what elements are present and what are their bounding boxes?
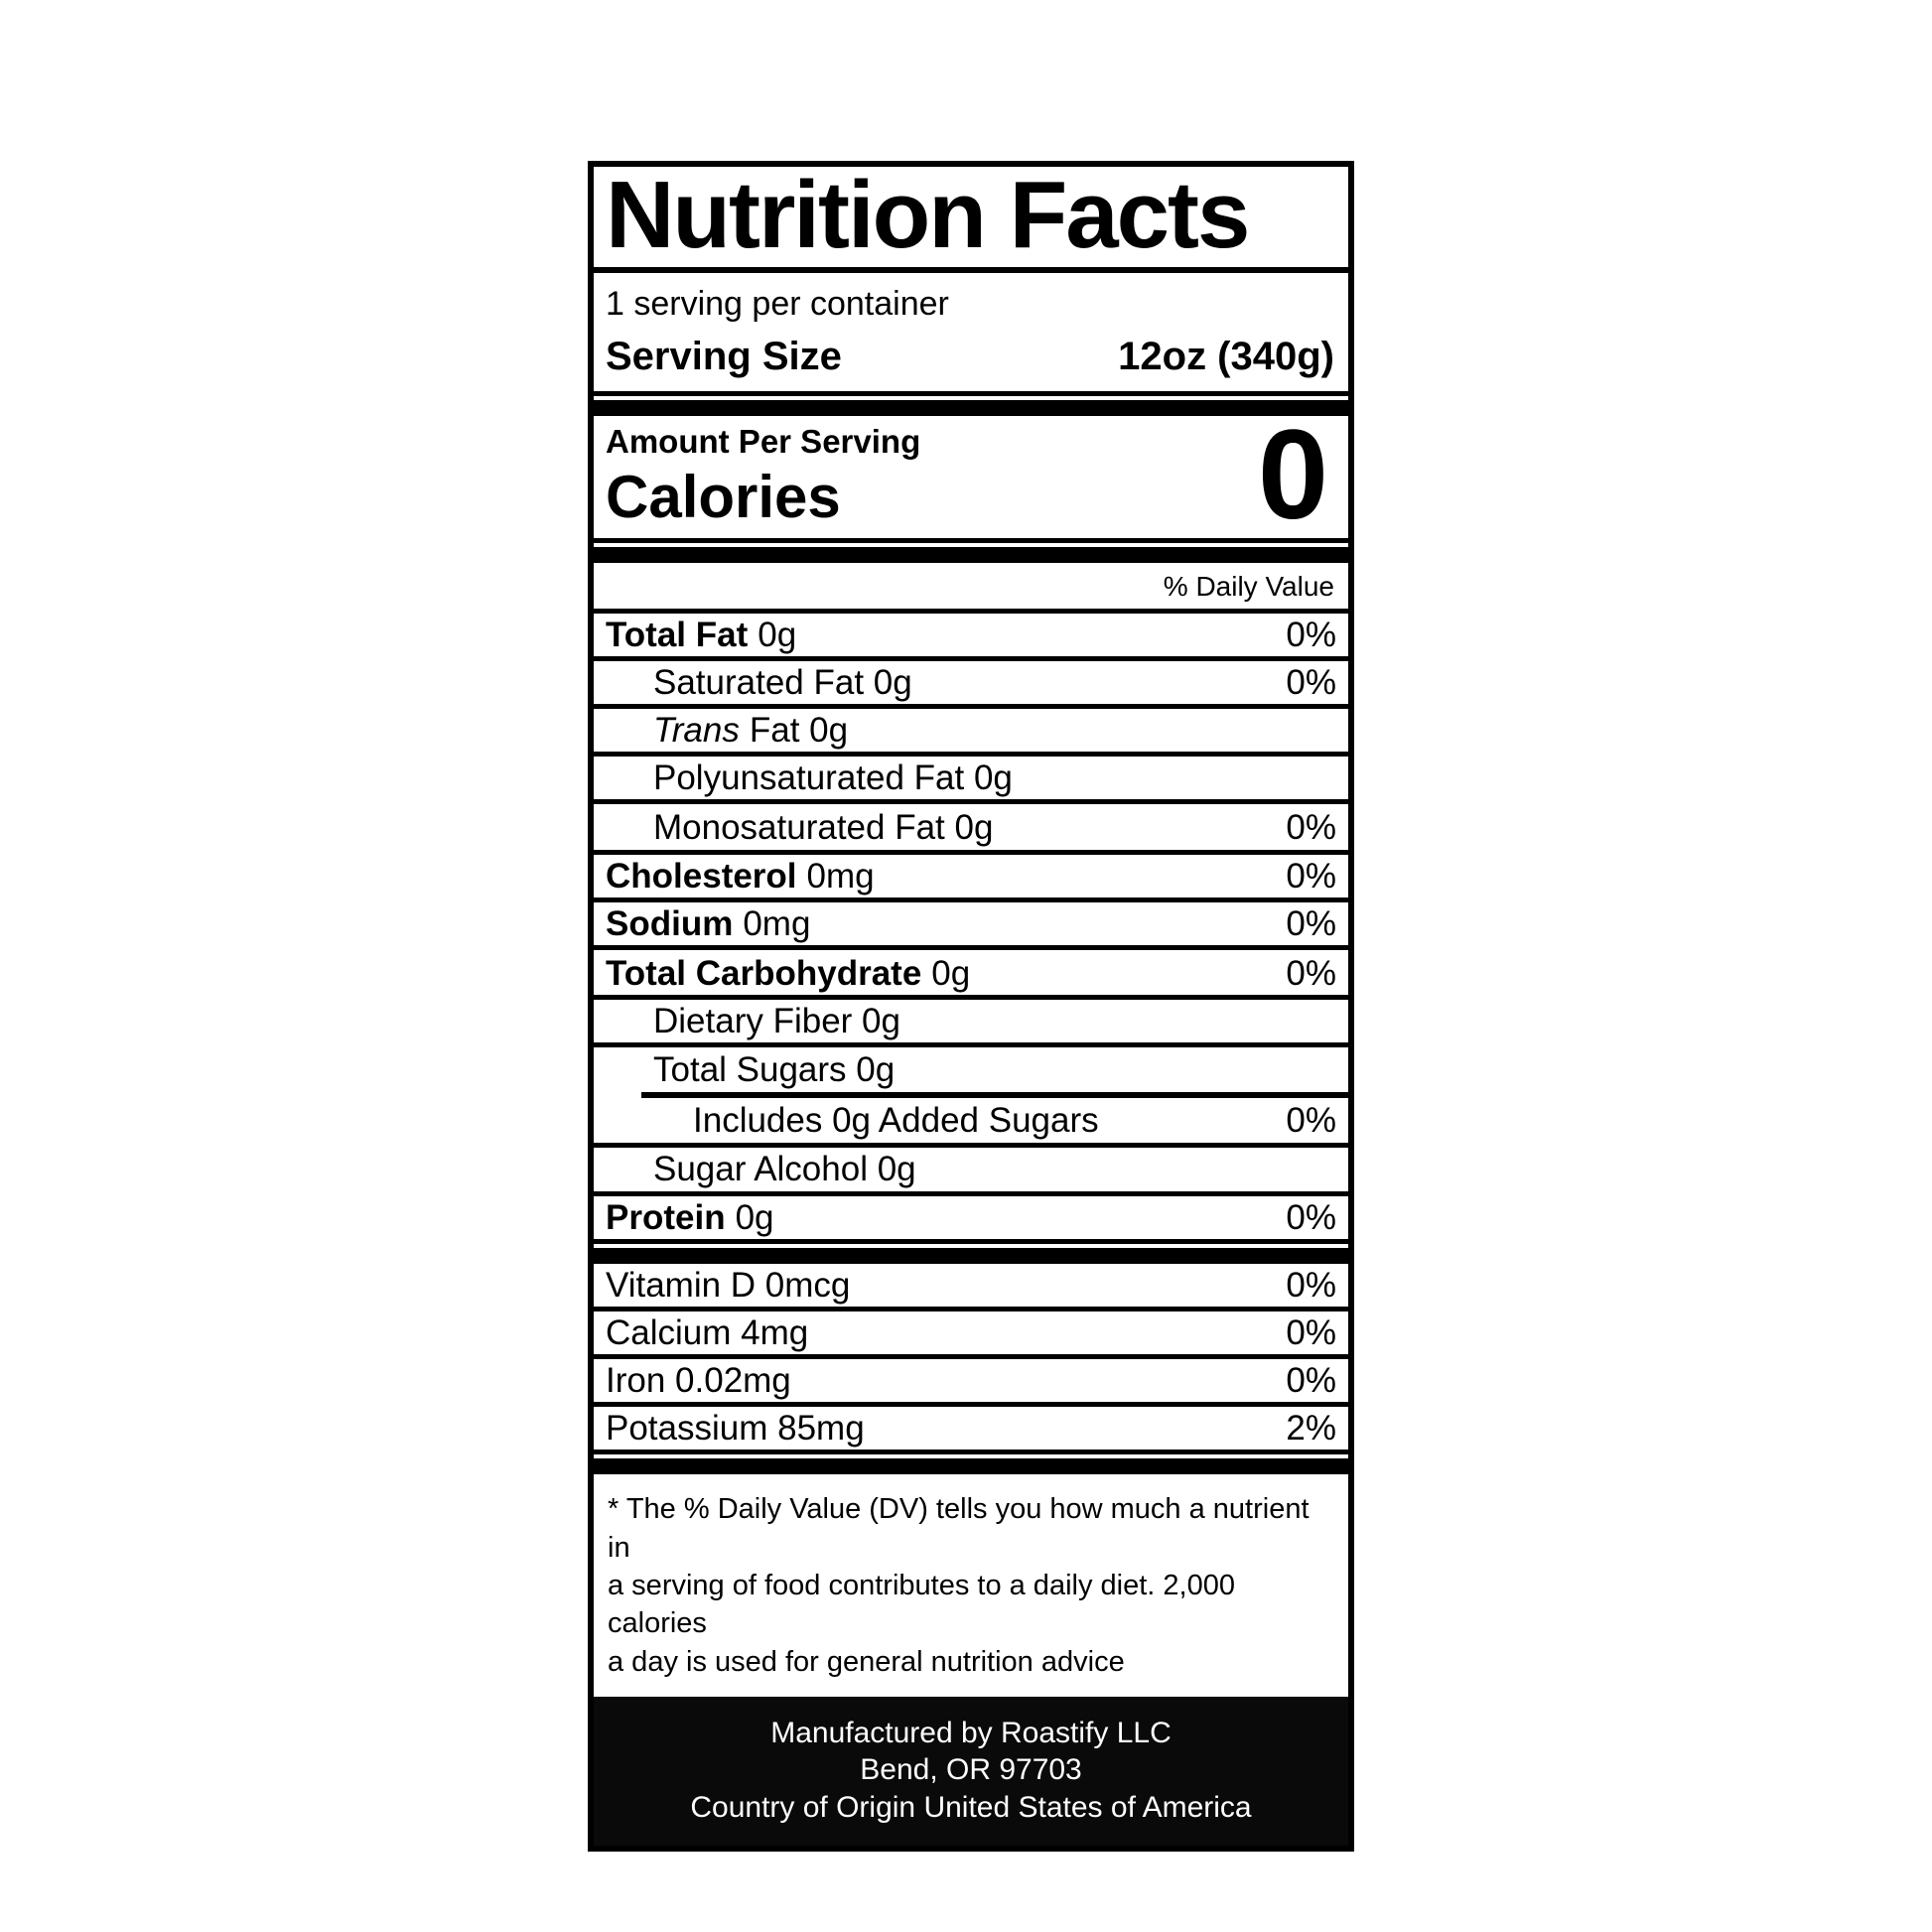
footnote-line: a day is used for general nutrition advi… — [608, 1645, 1125, 1678]
serving-section: 1 serving per container Serving Size 12o… — [594, 273, 1348, 396]
daily-value-percent: 0% — [1286, 1197, 1336, 1237]
nutrient-rows: Total Fat 0g 0% Saturated Fat 0g 0% Trans Fat … — [594, 614, 1348, 1244]
nutrition-facts-title: Nutrition Facts — [606, 162, 1250, 268]
nutrient-name: Iron 0.02mg — [606, 1361, 791, 1400]
nutrient-name-part: Monosaturated Fat 0g — [653, 808, 994, 848]
nutrient-name-part: Calcium 4mg — [606, 1312, 809, 1352]
nutrient-name-part: 0mg — [806, 856, 875, 896]
nutrient-name: Sugar Alcohol 0g — [606, 1150, 916, 1188]
vitamin-row: Vitamin D 0mcg 0% — [594, 1264, 1348, 1311]
daily-value-footnote: * The % Daily Value (DV) tells you how m… — [594, 1474, 1348, 1696]
nutrient-name-part: Saturated Fat 0g — [653, 662, 912, 702]
nutrient-row: Protein 0g 0% — [594, 1196, 1348, 1244]
daily-value-header: % Daily Value — [594, 563, 1348, 614]
amount-per-serving-label: Amount Per Serving — [606, 422, 921, 460]
daily-value-percent: 0% — [1286, 1361, 1336, 1401]
nutrient-row: Monosaturated Fat 0g 0% — [594, 804, 1348, 855]
nutrient-name: Polyunsaturated Fat 0g — [606, 759, 1013, 797]
nutrient-name-part: Trans — [653, 711, 740, 751]
nutrient-row: Total Carbohydrate 0g 0% — [594, 950, 1348, 1001]
nutrient-name: Monosaturated Fat 0g — [606, 808, 993, 847]
nutrient-name-part: Sugar Alcohol 0g — [653, 1150, 916, 1189]
nutrient-name-part: 0mg — [743, 903, 811, 943]
divider-bar — [594, 1247, 1348, 1264]
divider-bar — [594, 546, 1348, 563]
nutrient-name: Calcium 4mg — [606, 1313, 808, 1352]
sub-divider — [641, 1092, 1348, 1099]
nutrient-name-part: Sodium — [606, 903, 734, 943]
nutrient-name-part: Dietary Fiber 0g — [653, 1002, 900, 1041]
nutrient-name: Dietary Fiber 0g — [606, 1002, 900, 1040]
title-section: Nutrition Facts — [594, 162, 1348, 274]
nutrient-row: Polyunsaturated Fat 0g — [594, 757, 1348, 805]
nutrient-name: Trans Fat 0g — [606, 711, 848, 750]
serving-size-line: Serving Size 12oz (340g) — [606, 334, 1334, 379]
footer-line: Country of Origin United States of Ameri… — [690, 1790, 1252, 1824]
nutrient-name-part: Polyunsaturated Fat 0g — [653, 759, 1013, 798]
nutrient-name: Saturated Fat 0g — [606, 663, 912, 702]
daily-value-percent: 0% — [1286, 1312, 1336, 1352]
serving-size-value: 12oz (340g) — [1118, 334, 1334, 378]
daily-value-percent: 0% — [1286, 808, 1336, 848]
footer-line: Manufactured by Roastify LLC — [770, 1716, 1172, 1749]
nutrient-row: Trans Fat 0g — [594, 709, 1348, 758]
nutrient-row: Dietary Fiber 0g — [594, 1000, 1348, 1048]
footnote-line: a serving of food contributes to a daily… — [608, 1570, 1235, 1640]
daily-value-percent: 0% — [1286, 856, 1336, 896]
sugars-group: Total Sugars 0g Includes 0g Added Sugars 0… — [594, 1047, 1348, 1149]
nutrient-name-part: Fat 0g — [749, 711, 849, 751]
nutrient-row: Sodium 0mg 0% — [594, 902, 1348, 950]
divider-bar — [594, 399, 1348, 416]
daily-value-percent: 0% — [1286, 1101, 1336, 1141]
nutrient-name: Potassium 85mg — [606, 1409, 865, 1448]
calories-label: Calories — [606, 463, 841, 530]
nutrient-name: Protein 0g — [606, 1198, 774, 1237]
nutrient-name-part: Includes 0g Added Sugars — [693, 1101, 1099, 1141]
daily-value-percent: 0% — [1286, 1265, 1336, 1305]
nutrient-row: Total Fat 0g 0% — [594, 614, 1348, 661]
daily-value-percent: 2% — [1286, 1409, 1336, 1449]
nutrient-name: Total Sugars 0g — [606, 1050, 895, 1089]
nutrient-row: Sugar Alcohol 0g — [594, 1148, 1348, 1196]
nutrient-name: Cholesterol 0mg — [606, 857, 875, 896]
nutrient-name-part: Cholesterol — [606, 856, 797, 896]
daily-value-percent: 0% — [1286, 662, 1336, 702]
nutrient-name: Includes 0g Added Sugars — [606, 1101, 1099, 1140]
nutrient-name: Total Carbohydrate 0g — [606, 954, 970, 993]
nutrient-name-part: Total Sugars 0g — [653, 1050, 896, 1090]
servings-per-container: 1 serving per container — [606, 285, 949, 324]
footnote-line: * The % Daily Value (DV) tells you how m… — [608, 1493, 1310, 1564]
nutrient-row: Cholesterol 0mg 0% — [594, 855, 1348, 902]
nutrient-name-part: 0g — [735, 1197, 774, 1237]
daily-value-percent: 0% — [1286, 953, 1336, 993]
nutrient-name-part: Potassium 85mg — [606, 1409, 865, 1449]
vitamin-row: Iron 0.02mg 0% — [594, 1359, 1348, 1408]
nutrient-name-part: Protein — [606, 1197, 726, 1237]
calories-value: 0 — [1257, 403, 1328, 546]
nutrient-name: Sodium 0mg — [606, 904, 810, 943]
nutrient-row: Saturated Fat 0g 0% — [594, 661, 1348, 710]
nutrient-name-part: 0g — [758, 615, 797, 654]
nutrient-name-part: Vitamin D 0mcg — [606, 1265, 851, 1305]
nutrition-facts-label: Nutrition Facts 1 serving per container … — [588, 161, 1354, 1853]
nutrient-name-part: Iron 0.02mg — [606, 1361, 791, 1401]
vitamin-row: Potassium 85mg 2% — [594, 1407, 1348, 1455]
nutrient-name: Vitamin D 0mcg — [606, 1266, 850, 1305]
nutrient-name-part: Total Carbohydrate — [606, 953, 922, 993]
nutrient-name: Total Fat 0g — [606, 616, 796, 654]
nutrient-row: Total Sugars 0g — [594, 1047, 1348, 1092]
calories-section: Amount Per Serving Calories 0 — [594, 411, 1348, 543]
vitamin-rows: Vitamin D 0mcg 0% Calcium 4mg 0% Iron 0.02mg… — [594, 1264, 1348, 1455]
daily-value-percent: 0% — [1286, 903, 1336, 943]
vitamin-row: Calcium 4mg 0% — [594, 1311, 1348, 1360]
nutrient-name-part: 0g — [931, 953, 971, 993]
nutrient-row: Includes 0g Added Sugars 0% — [594, 1098, 1348, 1143]
daily-value-percent: 0% — [1286, 615, 1336, 654]
manufacturer-footer: Manufactured by Roastify LLC Bend, OR 977… — [594, 1696, 1348, 1847]
divider-bar — [594, 1458, 1348, 1475]
footer-line: Bend, OR 97703 — [860, 1753, 1082, 1787]
serving-size-label: Serving Size — [606, 334, 842, 378]
nutrient-name-part: Total Fat — [606, 615, 749, 654]
